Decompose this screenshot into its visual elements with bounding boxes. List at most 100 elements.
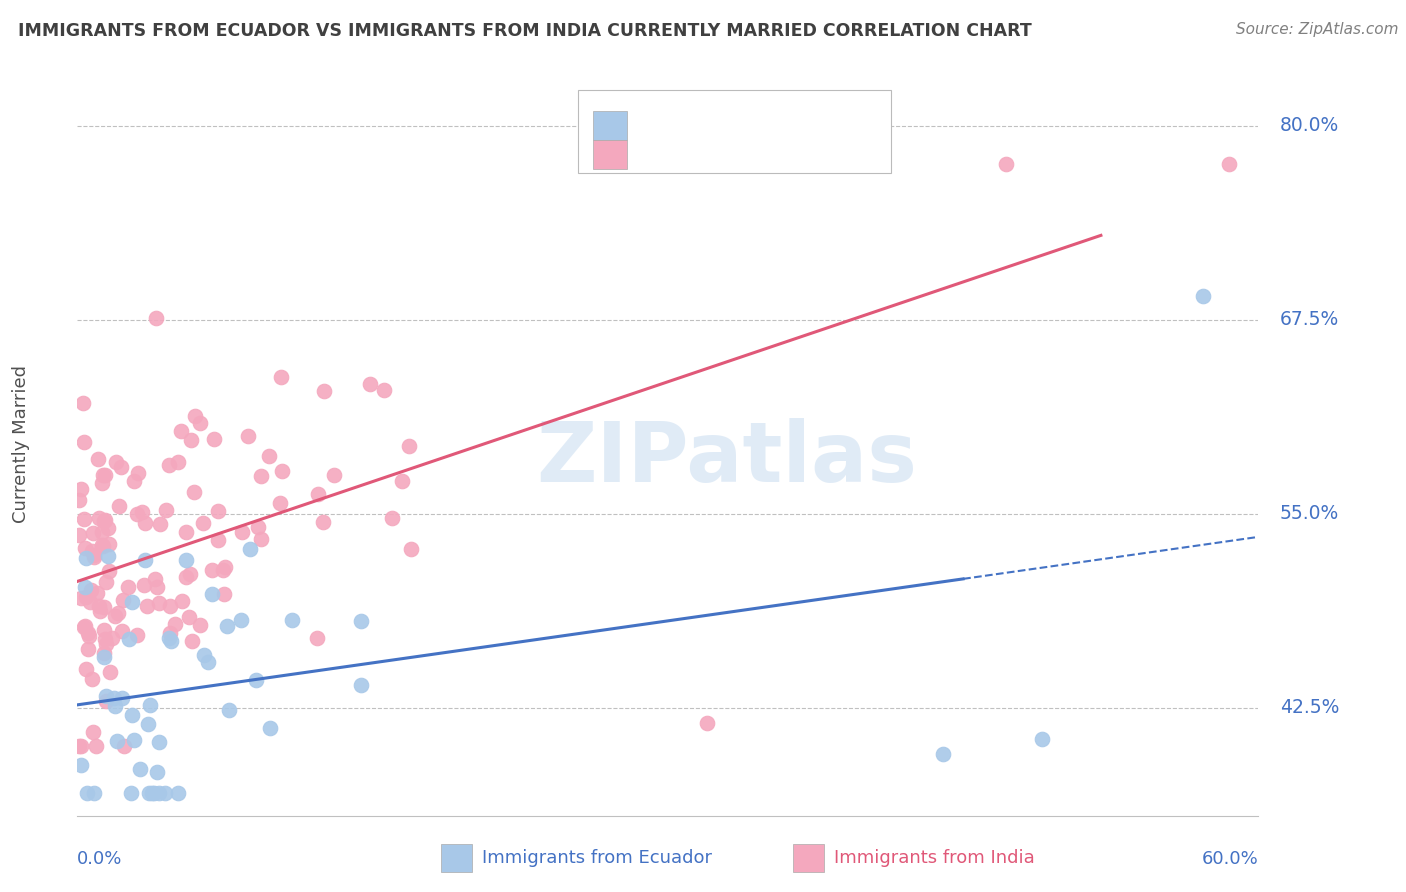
Point [108,500,131,514]
Point [401,541,423,556]
Text: Source: ZipAtlas.com: Source: ZipAtlas.com [1236,22,1399,37]
Point [80,544,103,558]
Point [238,429,260,443]
Point [214,587,236,601]
Point [107,733,129,747]
Point [146,580,169,594]
Point [201,587,224,601]
Point [141,786,163,800]
Point [1031,731,1053,746]
Point [391,474,413,488]
Point [207,504,229,518]
Point [76,642,98,657]
Point [159,599,181,613]
Point [80,583,103,598]
Point [218,703,240,717]
Point [125,507,148,521]
Text: 42.5%: 42.5% [1279,698,1339,717]
Point [350,614,373,628]
Point [259,722,281,736]
Point [82,526,104,541]
Point [96,637,118,651]
Point [155,503,177,517]
Point [127,466,149,480]
Point [83,549,105,564]
Point [134,516,156,530]
Point [94,513,117,527]
Point [932,747,955,761]
Point [201,563,224,577]
Point [69,739,91,754]
Text: 67.5%: 67.5% [1279,310,1339,329]
Point [179,610,201,624]
Point [143,786,166,800]
Point [87,511,110,525]
Point [269,496,291,510]
Point [89,604,111,618]
Point [231,524,253,539]
Point [120,786,142,800]
Point [91,475,114,490]
Point [1218,157,1240,171]
Point [184,409,207,424]
Point [179,567,201,582]
Point [86,739,108,754]
Point [250,532,273,546]
Text: 0.0%: 0.0% [77,850,122,868]
Point [165,617,187,632]
Point [170,424,193,438]
Point [214,560,236,574]
Point [91,467,114,482]
Point [67,739,90,754]
Point [76,786,98,800]
Point [77,626,100,640]
Text: R = 0.488   N =  47: R = 0.488 N = 47 [637,116,834,135]
Point [101,631,124,645]
Point [97,521,120,535]
Point [246,520,269,534]
Point [91,539,114,553]
Point [94,690,117,704]
Point [202,432,225,446]
Point [73,541,96,555]
Point [314,384,336,399]
Point [93,646,115,660]
Point [93,514,115,528]
Text: IMMIGRANTS FROM ECUADOR VS IMMIGRANTS FROM INDIA CURRENTLY MARRIED CORRELATION C: IMMIGRANTS FROM ECUADOR VS IMMIGRANTS FR… [18,22,1032,40]
Text: ZIPatlas: ZIPatlas [537,418,917,500]
Text: 60.0%: 60.0% [1202,850,1258,868]
Point [373,383,395,397]
Point [111,624,134,638]
Point [79,595,101,609]
Point [86,585,108,599]
Point [75,550,97,565]
Point [159,626,181,640]
Text: 55.0%: 55.0% [1279,504,1339,523]
Point [134,553,156,567]
Point [98,564,121,578]
Point [166,786,188,800]
Point [167,455,190,469]
Point [75,590,97,604]
Point [103,690,125,705]
Point [231,613,253,627]
Point [72,396,94,410]
Point [93,649,115,664]
Point [207,533,229,548]
Point [270,464,292,478]
Point [270,370,292,384]
Point [249,468,271,483]
Point [77,629,100,643]
Point [122,475,145,489]
Point [143,572,166,586]
Point [75,662,97,676]
Point [160,634,183,648]
Point [121,708,143,723]
Point [82,724,104,739]
Point [188,416,211,430]
Point [129,763,152,777]
Point [75,580,97,594]
Point [93,600,115,615]
Point [104,455,127,469]
Point [118,632,141,646]
